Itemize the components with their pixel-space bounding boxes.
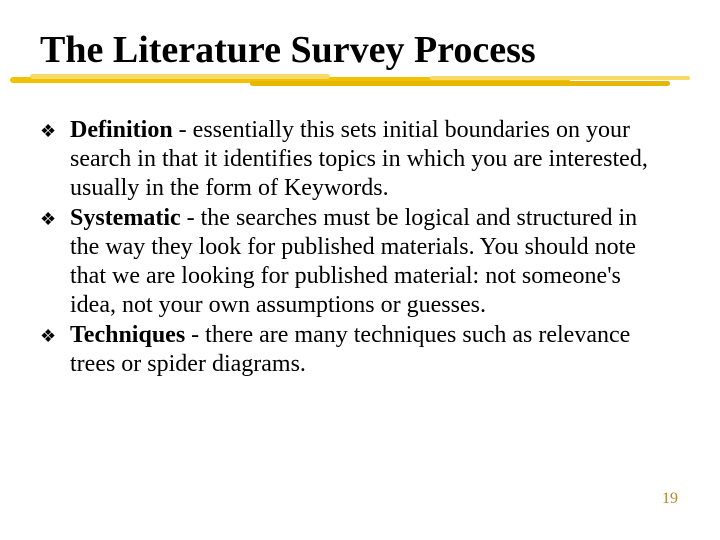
list-item-body: Definition - essentially this sets initi… — [70, 116, 650, 204]
list-item: ❖ Techniques - there are many techniques… — [40, 321, 650, 380]
list-item-body: Systematic - the searches must be logica… — [70, 204, 650, 321]
bullet-list: ❖ Definition - essentially this sets ini… — [40, 116, 650, 379]
title-underline — [10, 74, 720, 88]
list-item: ❖ Definition - essentially this sets ini… — [40, 116, 650, 204]
list-item-body: Techniques - there are many techniques s… — [70, 321, 650, 380]
list-item: ❖ Systematic - the searches must be logi… — [40, 204, 650, 321]
title-block: The Literature Survey Process — [40, 30, 680, 88]
list-item-term: Techniques — [70, 322, 185, 348]
list-item-term: Systematic — [70, 205, 181, 231]
bullet-icon: ❖ — [40, 204, 70, 321]
bullet-icon: ❖ — [40, 321, 70, 380]
underline-stroke-3 — [250, 81, 670, 86]
slide-title: The Literature Survey Process — [40, 30, 680, 72]
underline-stroke-2 — [30, 74, 330, 79]
underline-stroke-4 — [430, 76, 690, 80]
page-number: 19 — [662, 490, 678, 508]
bullet-icon: ❖ — [40, 116, 70, 204]
list-item-term: Definition — [70, 117, 173, 143]
slide: The Literature Survey Process ❖ Definiti… — [0, 0, 720, 540]
